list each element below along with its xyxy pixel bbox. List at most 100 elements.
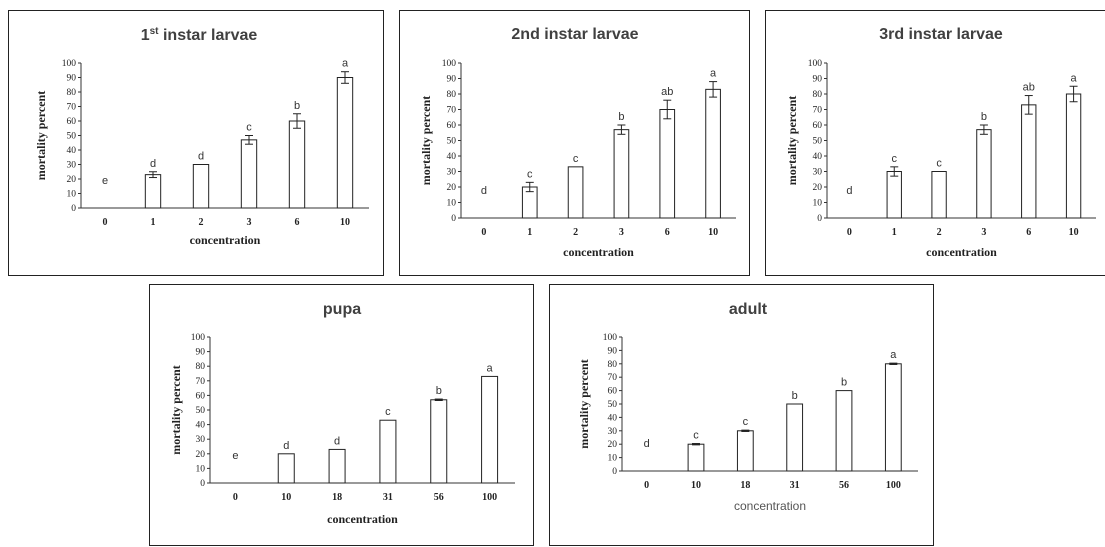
y-tick-label: 30 [447,168,457,178]
bar [277,453,295,484]
x-tick-label: 3 [981,227,986,238]
y-tick-label: 90 [813,75,823,85]
y-tick-label: 50 [813,137,823,147]
chart-title-rest: instar larvae [159,27,258,44]
bar [567,166,584,219]
x-axis-label: concentration [190,233,261,247]
y-tick-label: 60 [608,387,618,397]
y-axis-label: mortality percent [169,365,183,454]
chart-title: adult [729,301,768,318]
significance-letter: a [1071,72,1078,84]
bar [1065,93,1082,219]
x-tick-label: 1 [527,227,532,238]
y-tick-label: 40 [608,413,618,423]
x-tick-label: 2 [573,227,578,238]
y-tick-label: 80 [813,90,823,100]
x-tick-label: 10 [708,227,718,238]
y-tick-label: 50 [447,137,457,147]
bar [481,375,499,484]
y-tick-label: 30 [813,168,823,178]
x-tick-label: 31 [790,480,800,491]
x-tick-label: 10 [691,480,701,491]
chart-panel-adult: adult 0 10 20 30 40 50 60 70 80 90 100 mortality per… [549,284,934,546]
x-tick-label: 6 [295,217,300,228]
y-tick-label: 50 [196,406,206,416]
y-tick-label: 10 [608,454,618,464]
y-tick-label: 40 [813,152,823,162]
y-tick-label: 100 [191,333,206,343]
bar [786,403,804,472]
bar [931,171,947,219]
chart-svg-2nd-instar: 2nd instar larvae0102030405060708090100m… [419,26,736,259]
chart-title: 3rd instar larvae [879,26,1003,43]
significance-letter: e [102,175,108,187]
bar [886,171,902,219]
y-tick-label: 10 [67,190,77,200]
x-tick-label: 56 [434,492,444,503]
y-tick-label: 80 [196,362,206,372]
bar [736,430,754,472]
x-tick-label: 0 [233,492,238,503]
y-tick-label: 100 [808,59,823,69]
y-tick-label: 70 [447,106,457,116]
chart-svg-1st-instar: 1st instar larvae0102030405060708090100m… [34,26,369,247]
y-tick-label: 60 [813,121,823,131]
y-tick-label: 30 [608,427,618,437]
x-axis-label: concentration [327,512,398,526]
x-tick-label: 56 [839,480,849,491]
y-tick-label: 10 [813,199,823,209]
y-tick-label: 20 [196,450,206,460]
significance-letter: ab [661,86,673,98]
y-tick-label: 60 [447,121,457,131]
significance-letter: d [283,440,289,452]
chart-title-superscript: st [150,26,160,37]
y-tick-label: 80 [67,88,77,98]
bar [379,419,397,484]
y-axis-label: mortality percent [785,96,799,185]
significance-letter: e [232,450,238,462]
y-tick-label: 30 [67,161,77,171]
significance-letter: b [294,100,300,112]
y-tick-label: 50 [67,132,77,142]
bar [328,448,346,484]
x-tick-label: 100 [886,480,901,491]
x-tick-label: 0 [481,227,486,238]
x-tick-label: 100 [482,492,497,503]
bar [1021,104,1037,219]
bar [192,164,210,209]
y-tick-label: 90 [447,75,457,85]
significance-letter: c [693,430,699,442]
y-tick-label: 0 [451,214,456,224]
y-tick-label: 60 [67,117,77,127]
x-axis-label: concentration [734,499,806,513]
y-axis-label: mortality percent [577,359,591,448]
significance-letter: c [573,153,579,165]
bar [240,139,258,209]
bar [288,120,306,209]
bar [976,129,992,219]
chart-panel-1st-instar: 1st instar larvae 0 10 20 30 40 50 60 70 80 90 100 m… [8,10,384,276]
chart-title: 2nd instar larvae [511,26,638,43]
significance-letter: d [150,158,156,170]
x-tick-label: 6 [665,227,670,238]
y-tick-label: 0 [200,479,205,489]
y-tick-label: 20 [813,183,823,193]
x-tick-label: 6 [1026,227,1031,238]
significance-letter: c [743,416,749,428]
x-axis-label: concentration [926,245,997,259]
chart-panel-pupa: pupa 0 10 20 30 40 50 60 70 80 90 100 mortality perc… [149,284,534,546]
significance-letter: a [487,362,494,374]
significance-letter: d [481,185,487,197]
x-tick-label: 2 [199,217,204,228]
bar [659,109,676,219]
y-tick-label: 60 [196,391,206,401]
significance-letter: b [436,385,442,397]
x-tick-label: 18 [740,480,750,491]
significance-letter: a [342,58,349,70]
y-tick-label: 0 [612,467,617,477]
chart-svg-3rd-instar: 3rd instar larvae0102030405060708090100m… [785,26,1096,259]
bar [613,129,630,219]
y-axis-label: mortality percent [34,91,48,180]
